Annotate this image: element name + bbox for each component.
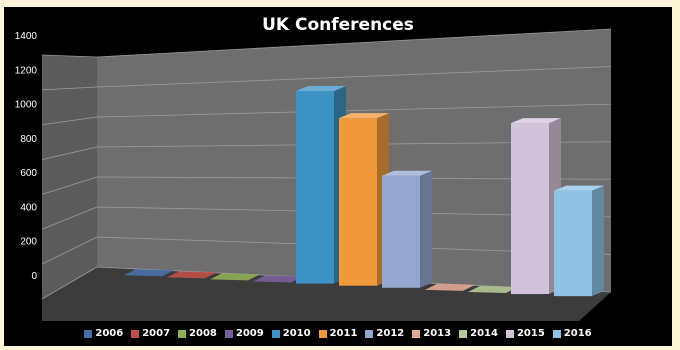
legend-swatch bbox=[365, 329, 374, 338]
bar-2012 bbox=[382, 170, 432, 288]
legend-swatch bbox=[318, 329, 327, 338]
y-tick-label: 400 bbox=[20, 202, 37, 213]
bar-floor-tile bbox=[124, 269, 174, 277]
bar-top bbox=[339, 113, 389, 119]
bar-2009 bbox=[253, 275, 303, 283]
y-tick-label: 0 bbox=[31, 271, 37, 282]
legend-item-2010: 2010 bbox=[271, 328, 311, 339]
legend-item-2008: 2008 bbox=[178, 328, 217, 339]
gridline bbox=[41, 206, 98, 230]
bar-floor-tile bbox=[425, 283, 475, 291]
chart-plot: 0 200 400 600 800 1000 1200 1400 bbox=[15, 28, 612, 321]
bar-2013 bbox=[425, 283, 475, 291]
gridline bbox=[41, 266, 98, 300]
bar-side bbox=[592, 185, 604, 297]
side-wall bbox=[42, 55, 97, 299]
legend-label: 2016 bbox=[563, 328, 592, 339]
bar-floor-tile bbox=[468, 285, 518, 293]
bar-front bbox=[339, 118, 377, 286]
legend-item-2009: 2009 bbox=[224, 328, 264, 339]
legend-swatch bbox=[552, 329, 561, 338]
legend-swatch bbox=[84, 329, 93, 338]
legend-swatch bbox=[459, 329, 468, 338]
bar-top bbox=[382, 170, 432, 176]
bar-2007 bbox=[167, 271, 217, 279]
legend-label: 2009 bbox=[235, 328, 264, 339]
bar-2010 bbox=[296, 85, 346, 284]
bar-floor-tile bbox=[253, 275, 303, 283]
bar-floor-tile bbox=[167, 271, 217, 279]
bar-top bbox=[296, 85, 346, 91]
legend-label: 2014 bbox=[470, 328, 498, 339]
gridline bbox=[41, 236, 98, 265]
legend-swatch bbox=[505, 329, 514, 338]
legend-item-2016: 2016 bbox=[552, 328, 592, 339]
gridline bbox=[41, 116, 98, 126]
legend-label: 2011 bbox=[329, 328, 358, 339]
bar-floor-tile bbox=[210, 273, 260, 281]
bar-front bbox=[382, 175, 420, 288]
legend-item-2012: 2012 bbox=[365, 328, 404, 339]
legend-label: 2015 bbox=[516, 328, 545, 339]
legend-swatch bbox=[271, 329, 280, 338]
bar-2015 bbox=[511, 118, 561, 295]
bar-side bbox=[420, 170, 432, 288]
gridline bbox=[41, 54, 98, 58]
bar-2014 bbox=[468, 285, 518, 293]
legend-label: 2012 bbox=[376, 328, 405, 339]
legend-label: 2006 bbox=[95, 328, 124, 339]
legend-swatch bbox=[131, 329, 140, 338]
legend-swatch bbox=[224, 329, 233, 338]
legend-swatch bbox=[178, 329, 187, 338]
bar-front bbox=[511, 123, 549, 295]
y-tick-label: 200 bbox=[20, 237, 37, 248]
gridline bbox=[41, 86, 98, 91]
chart-legend: 2006 2007 2008 2009 2010 2011 2012 2013 2014 2015… bbox=[4, 328, 672, 339]
legend-item-2011: 2011 bbox=[318, 328, 358, 339]
bar-top bbox=[511, 118, 561, 124]
bar-2008 bbox=[210, 273, 260, 281]
bar-2011 bbox=[339, 113, 389, 286]
gridline bbox=[41, 176, 98, 195]
legend-item-2007: 2007 bbox=[131, 328, 170, 339]
gridline bbox=[96, 28, 612, 58]
y-tick-label: 1200 bbox=[15, 65, 38, 76]
legend-label: 2008 bbox=[189, 328, 217, 339]
legend-label: 2013 bbox=[423, 328, 452, 339]
legend-label: 2007 bbox=[142, 328, 171, 339]
legend-item-2015: 2015 bbox=[505, 328, 545, 339]
chart-frame: UK Conferences 0 200 400 600 800 1000 1200 1400… bbox=[4, 7, 672, 346]
bar-2006 bbox=[124, 269, 174, 277]
bar-2016 bbox=[554, 185, 604, 297]
gridline bbox=[41, 146, 98, 160]
gridline bbox=[96, 103, 612, 118]
chart-title: UK Conferences bbox=[262, 15, 414, 35]
bar-front bbox=[296, 90, 334, 284]
bar-top bbox=[554, 185, 604, 191]
legend-label: 2010 bbox=[282, 328, 311, 339]
gridline bbox=[96, 66, 612, 88]
floor bbox=[42, 267, 611, 321]
y-tick-label: 800 bbox=[20, 134, 37, 145]
y-tick-label: 1000 bbox=[15, 100, 38, 111]
legend-item-2014: 2014 bbox=[459, 328, 498, 339]
legend-swatch bbox=[412, 329, 421, 338]
y-tick-label: 600 bbox=[20, 168, 37, 179]
legend-item-2013: 2013 bbox=[412, 328, 451, 339]
legend-item-2006: 2006 bbox=[84, 328, 123, 339]
y-tick-label: 1400 bbox=[15, 31, 38, 42]
bar-front bbox=[554, 190, 592, 297]
